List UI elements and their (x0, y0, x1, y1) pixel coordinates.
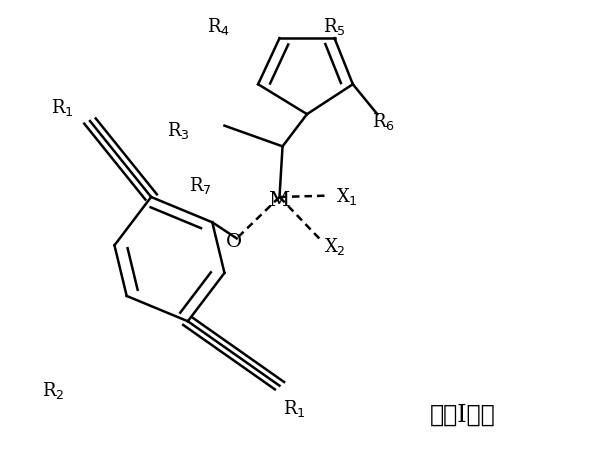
Text: R$_1$: R$_1$ (284, 398, 306, 419)
Text: R$_6$: R$_6$ (372, 111, 395, 131)
Text: 式（I），: 式（I）， (430, 404, 495, 427)
Text: R$_5$: R$_5$ (323, 16, 346, 37)
Text: X$_2$: X$_2$ (324, 236, 345, 257)
Text: R$_4$: R$_4$ (207, 16, 230, 37)
Text: R$_2$: R$_2$ (42, 380, 64, 401)
Text: O: O (225, 233, 242, 251)
Text: M: M (269, 191, 290, 210)
Text: R$_1$: R$_1$ (51, 97, 74, 118)
Text: R$_7$: R$_7$ (188, 175, 211, 196)
Text: X$_1$: X$_1$ (336, 187, 358, 207)
Text: R$_3$: R$_3$ (167, 120, 190, 141)
